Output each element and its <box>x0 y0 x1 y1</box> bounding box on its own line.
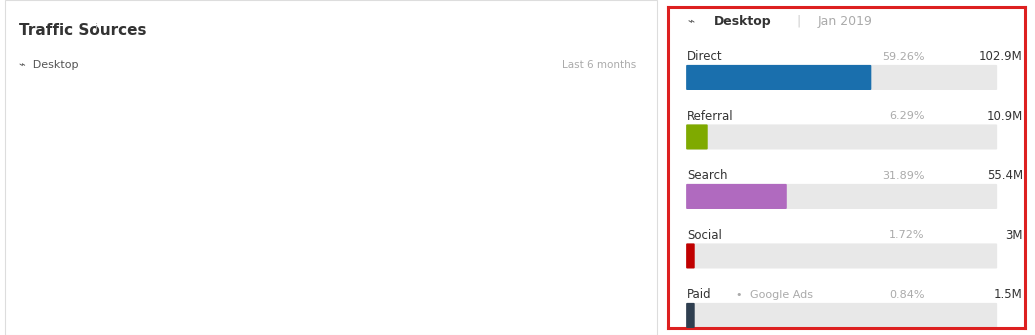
Text: 10.9M: 10.9M <box>986 110 1023 123</box>
Text: |: | <box>796 15 800 28</box>
Text: Desktop: Desktop <box>714 15 772 28</box>
Text: ⌁  Desktop: ⌁ Desktop <box>19 60 78 70</box>
FancyBboxPatch shape <box>686 65 997 90</box>
Text: •: • <box>736 289 742 299</box>
Text: Last 6 months: Last 6 months <box>562 60 637 70</box>
Text: 0.84%: 0.84% <box>889 289 924 299</box>
FancyBboxPatch shape <box>686 303 997 328</box>
Text: 59.26%: 59.26% <box>882 52 924 62</box>
Text: 1.5M: 1.5M <box>994 288 1023 301</box>
Text: View full report: View full report <box>32 296 124 307</box>
Text: 6.29%: 6.29% <box>889 111 924 121</box>
FancyBboxPatch shape <box>686 124 997 149</box>
Text: Search: Search <box>687 169 728 182</box>
Y-axis label: Visits: Visits <box>35 180 46 208</box>
Text: 55.4M: 55.4M <box>986 169 1023 182</box>
Text: 31.89%: 31.89% <box>882 171 924 181</box>
FancyBboxPatch shape <box>686 184 997 209</box>
Text: ⌁: ⌁ <box>687 15 694 28</box>
Text: Jan 2019: Jan 2019 <box>818 15 873 28</box>
FancyBboxPatch shape <box>686 303 694 328</box>
Text: Social: Social <box>687 228 722 242</box>
FancyBboxPatch shape <box>686 184 787 209</box>
FancyBboxPatch shape <box>686 124 708 149</box>
Text: Referral: Referral <box>687 110 734 123</box>
FancyBboxPatch shape <box>686 244 997 268</box>
Text: 3M: 3M <box>1005 228 1023 242</box>
Text: Direct: Direct <box>687 50 722 63</box>
FancyBboxPatch shape <box>686 244 694 268</box>
FancyBboxPatch shape <box>686 65 871 90</box>
Text: Paid: Paid <box>687 288 712 301</box>
Text: Google Ads: Google Ads <box>749 289 812 299</box>
Text: 102.9M: 102.9M <box>979 50 1023 63</box>
Text: i: i <box>95 23 98 34</box>
Text: 1.72%: 1.72% <box>889 230 924 240</box>
Text: Traffic Sources: Traffic Sources <box>19 23 146 39</box>
